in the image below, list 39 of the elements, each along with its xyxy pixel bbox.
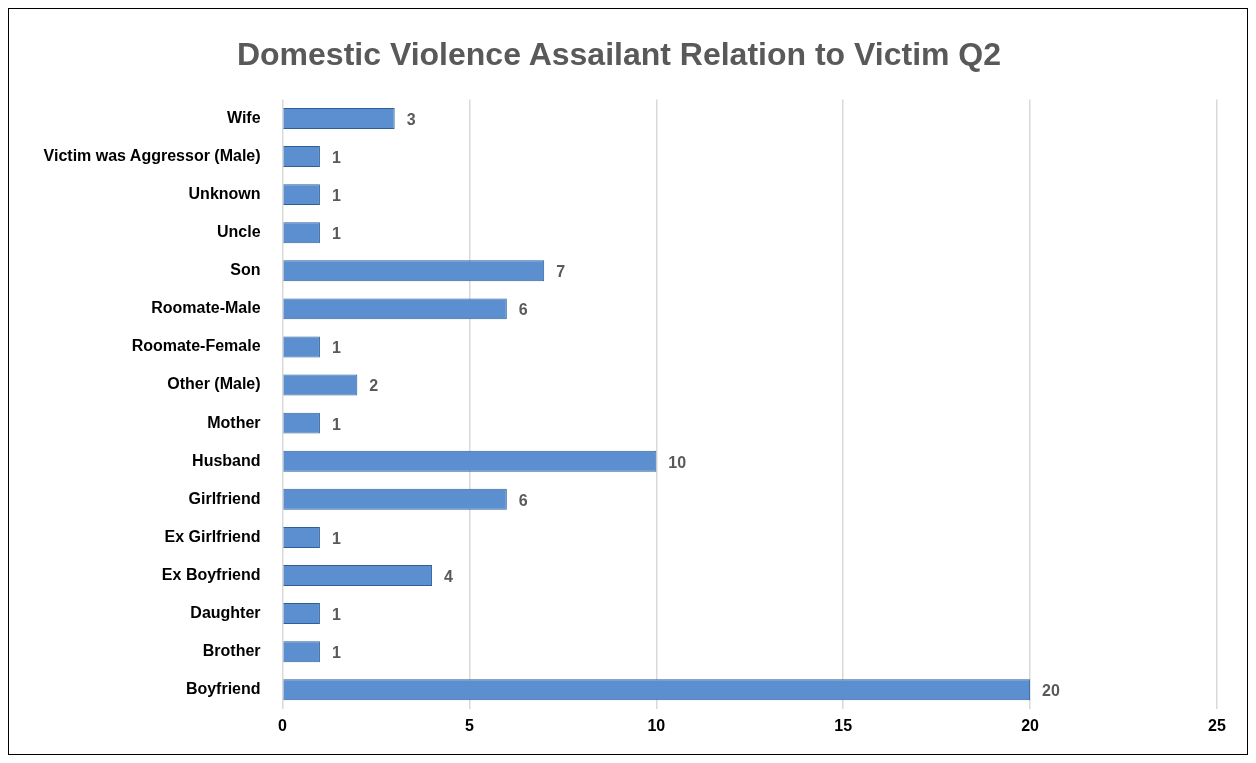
data-label: 1 <box>331 339 341 357</box>
y-tick-label: Other (Male) <box>167 375 261 393</box>
x-tick-label: 20 <box>1021 716 1040 734</box>
x-tick-label: 0 <box>278 716 288 734</box>
x-tick-label: 25 <box>1208 716 1226 734</box>
data-label: 7 <box>556 263 566 281</box>
y-tick-label: Mother <box>207 413 261 431</box>
y-tick-label: Ex Girlfriend <box>164 527 261 545</box>
data-label: 1 <box>331 605 341 623</box>
y-tick-label: Husband <box>192 451 261 469</box>
data-label: 2 <box>369 377 379 395</box>
y-tick-label: Boyfriend <box>185 680 261 698</box>
data-label: 1 <box>331 187 341 205</box>
data-label: 4 <box>444 567 454 585</box>
data-label: 1 <box>331 225 341 243</box>
y-tick-label: Son <box>230 261 261 279</box>
x-tick-label: 15 <box>834 716 853 734</box>
chart-title: Domestic Violence Assailant Relation to Victim Q2 <box>236 36 1002 73</box>
y-tick-label: Girlfriend <box>188 489 261 507</box>
y-tick-label: Roomate-Male <box>151 299 261 317</box>
y-tick-label: Roomate-Female <box>131 337 261 355</box>
y-tick-label: Uncle <box>216 223 261 241</box>
y-tick-label: Brother <box>202 642 261 660</box>
data-label: 1 <box>331 415 341 433</box>
y-tick-label: Victim was Aggressor (Male) <box>43 146 261 164</box>
y-tick-label: Ex Boyfriend <box>161 565 261 583</box>
x-tick-label: 10 <box>647 716 666 734</box>
data-label: 6 <box>518 491 528 509</box>
data-label: 20 <box>1042 682 1061 700</box>
data-label: 3 <box>406 110 416 128</box>
data-label: 10 <box>668 453 687 471</box>
data-label: 6 <box>518 301 528 319</box>
y-tick-label: Wife <box>226 108 261 126</box>
data-label: 1 <box>331 529 341 547</box>
y-tick-label: Unknown <box>188 185 261 203</box>
y-tick-label: Daughter <box>190 603 261 621</box>
x-tick-label: 5 <box>464 716 474 734</box>
data-label: 1 <box>331 148 341 166</box>
data-label: 1 <box>331 644 341 662</box>
